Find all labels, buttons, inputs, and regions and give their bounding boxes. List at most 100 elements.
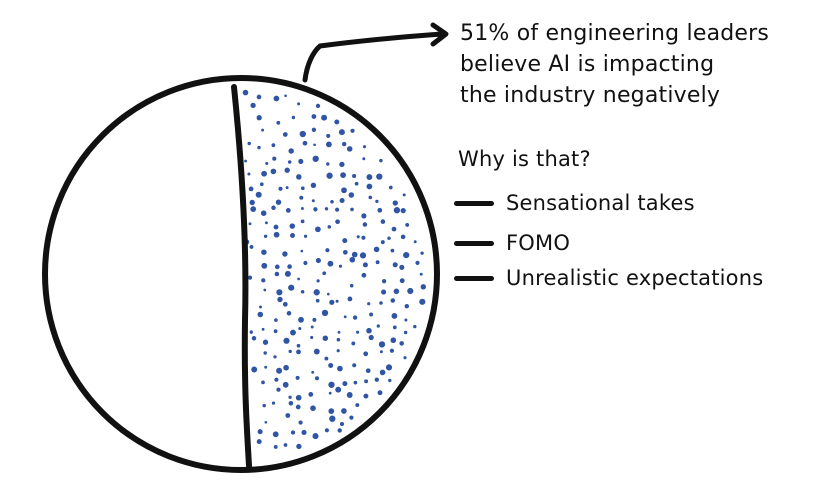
pattern-dot — [291, 115, 296, 120]
pattern-dot — [259, 182, 264, 187]
pattern-dot — [392, 262, 398, 268]
pattern-dot — [349, 415, 354, 420]
pattern-dot — [391, 312, 398, 319]
callout-arrow — [302, 31, 445, 83]
pattern-dot — [255, 191, 262, 198]
pattern-dot — [289, 223, 296, 229]
pattern-dot — [261, 278, 266, 283]
pattern-dot — [391, 226, 397, 232]
pattern-dot — [247, 275, 253, 280]
pattern-dot — [298, 316, 304, 323]
pattern-dot — [363, 351, 369, 357]
pattern-dot — [273, 95, 280, 102]
pattern-dot — [248, 222, 252, 226]
pattern-dot — [379, 158, 383, 163]
pattern-dot — [336, 349, 340, 353]
pattern-dot — [261, 249, 267, 255]
pattern-dot — [313, 289, 320, 296]
pattern-dot — [366, 327, 372, 334]
pattern-dot — [326, 162, 330, 166]
pattern-dot — [415, 260, 420, 265]
pattern-dot — [311, 127, 317, 132]
pattern-dot — [300, 207, 304, 210]
pattern-dot — [310, 182, 317, 188]
callout-text: 51% of engineering leaders believe AI is… — [460, 18, 820, 111]
pattern-dot — [335, 386, 342, 393]
reason-label: FOMO — [506, 231, 571, 255]
pattern-dot — [261, 128, 265, 132]
pattern-dot — [342, 141, 347, 147]
pattern-dot — [251, 336, 257, 341]
pattern-dot — [356, 330, 360, 334]
pattern-dot — [290, 430, 296, 435]
pattern-dot — [260, 210, 267, 216]
pattern-dot — [275, 199, 282, 205]
question-heading: Why is that? — [458, 147, 591, 171]
pattern-dot — [338, 129, 345, 136]
pattern-dot — [310, 325, 314, 329]
pattern-dot — [276, 289, 283, 296]
pattern-dot — [274, 271, 280, 277]
reason-item: FOMO — [454, 227, 570, 259]
pattern-dot — [283, 364, 289, 371]
pattern-dot — [339, 161, 345, 168]
pattern-dot — [328, 391, 332, 395]
pattern-dot — [296, 174, 302, 180]
pattern-dot — [274, 318, 278, 322]
pattern-dot — [302, 140, 308, 146]
pattern-dot — [315, 298, 320, 303]
pie-chart-outline — [42, 75, 440, 473]
pattern-dot — [249, 244, 254, 249]
pattern-dot — [285, 413, 291, 418]
pattern-dot — [282, 381, 289, 388]
pattern-dot — [242, 89, 249, 96]
pattern-dot — [390, 337, 397, 344]
pattern-dot — [342, 249, 348, 255]
pattern-dot — [413, 324, 417, 329]
pattern-dot — [359, 252, 367, 259]
pattern-dot — [283, 337, 290, 344]
pattern-dot — [295, 404, 301, 410]
pattern-dot — [277, 296, 283, 303]
pattern-dot — [308, 392, 314, 397]
pattern-dot — [341, 408, 347, 414]
pattern-dot — [364, 379, 369, 384]
reason-label: Sensational takes — [506, 191, 695, 215]
pattern-dot — [343, 315, 347, 319]
pattern-dot — [262, 339, 269, 345]
pattern-dot — [326, 133, 331, 138]
pattern-dot — [285, 186, 289, 190]
pattern-dot — [249, 199, 255, 206]
pattern-dot — [339, 421, 345, 427]
pattern-dot — [311, 114, 317, 119]
pattern-dot — [407, 287, 414, 295]
dash-icon — [454, 275, 494, 281]
pattern-dot — [271, 143, 276, 148]
pattern-dot — [390, 248, 395, 253]
pattern-dot — [282, 251, 288, 257]
pattern-dot — [321, 309, 329, 317]
pattern-dot — [282, 301, 288, 307]
pattern-dot — [354, 181, 359, 186]
pattern-dot — [339, 197, 345, 204]
pattern-dot — [315, 258, 321, 264]
pattern-dot — [300, 219, 305, 224]
pattern-dot — [270, 168, 277, 175]
pattern-dot — [377, 207, 383, 213]
pattern-dot — [387, 236, 391, 240]
pattern-dot — [335, 299, 339, 303]
pattern-dot — [274, 264, 280, 270]
pattern-dot — [301, 429, 307, 435]
pattern-dot — [247, 141, 251, 146]
pattern-dot — [329, 415, 336, 422]
pattern-dot — [312, 317, 317, 322]
pattern-dot — [273, 224, 279, 230]
pattern-dot — [375, 260, 380, 265]
pattern-dot — [313, 348, 320, 355]
pattern-dot — [276, 120, 281, 125]
pattern-dot — [375, 199, 379, 204]
pattern-dot — [338, 264, 343, 268]
pattern-dot — [336, 337, 341, 342]
pattern-dot — [350, 128, 355, 133]
pattern-dot — [257, 429, 263, 435]
